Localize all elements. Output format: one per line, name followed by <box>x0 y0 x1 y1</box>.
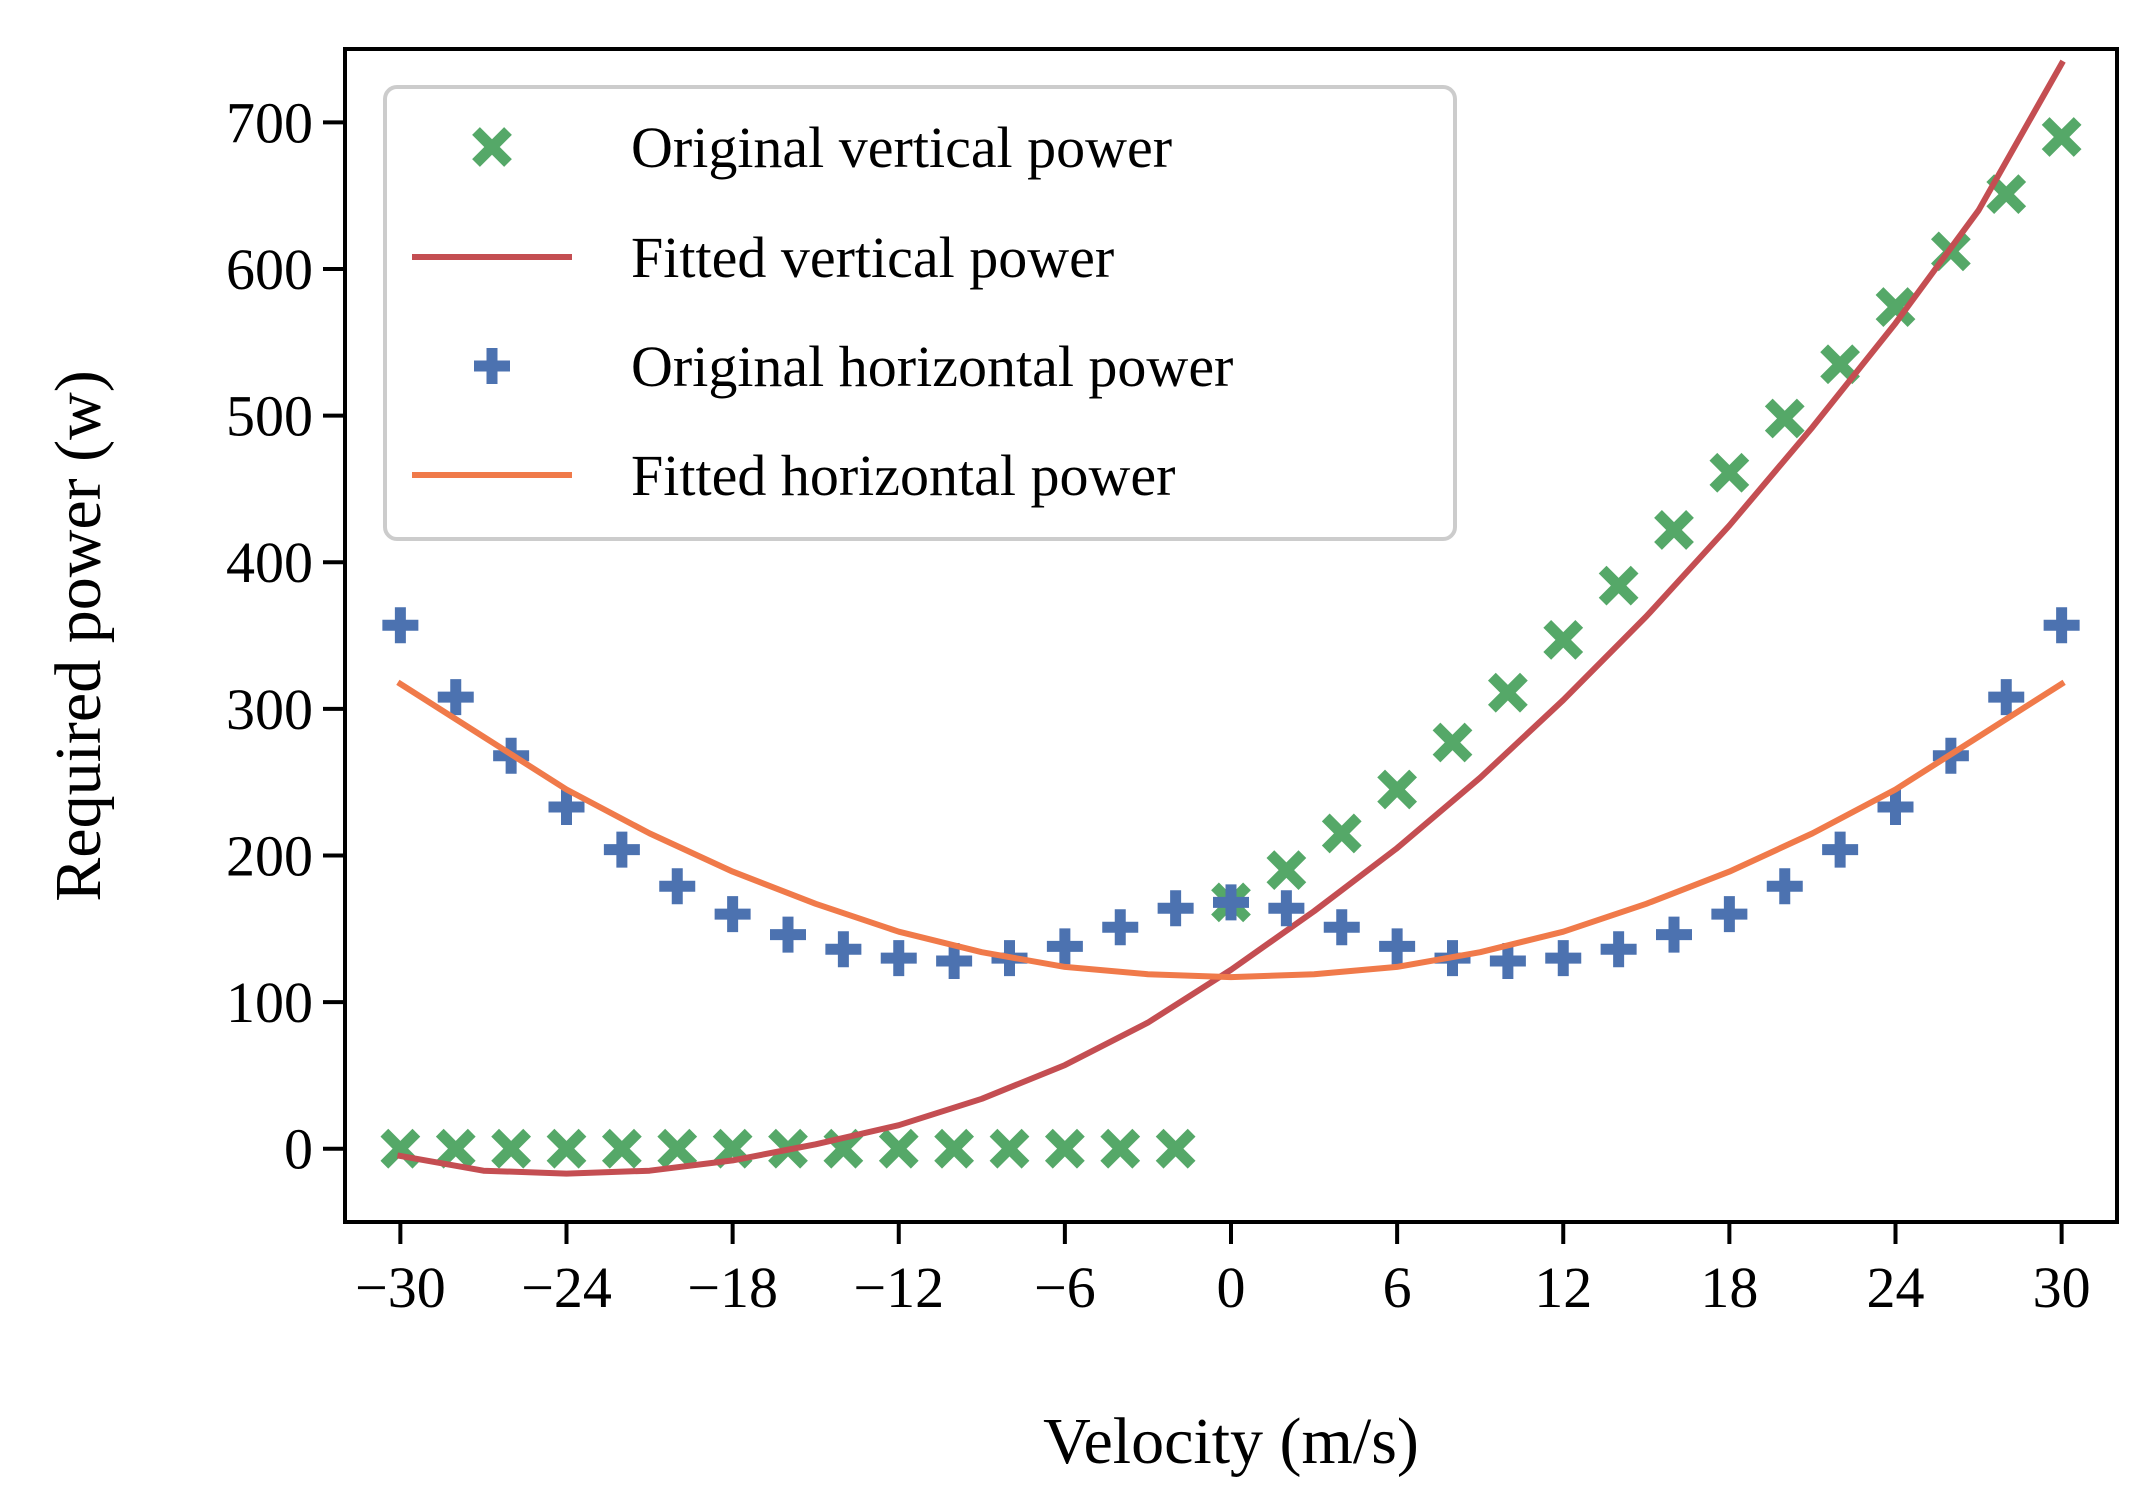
data-point <box>770 916 806 953</box>
data-point <box>659 868 696 905</box>
data-point <box>989 1128 1030 1169</box>
data-point <box>878 1128 919 1169</box>
series-line <box>396 59 2066 1177</box>
data-point <box>1654 510 1694 550</box>
data-point <box>1046 928 1083 965</box>
data-point <box>1875 287 1916 327</box>
data-point <box>1711 896 1748 933</box>
data-point <box>1102 909 1139 946</box>
data-point <box>1764 398 1805 439</box>
data-point <box>1822 831 1859 868</box>
data-point <box>1656 916 1692 953</box>
x-axis-ticks: −30 −24 −18 −12 −6 0 6 12 18 24 30 <box>355 1222 2091 1320</box>
y-axis-ticks: 0 100 200 300 400 500 600 700 <box>226 90 345 1182</box>
legend-label: Original vertical power <box>631 115 1172 180</box>
data-point <box>1100 1128 1141 1169</box>
data-point <box>934 1128 975 1169</box>
y-tick-label: 300 <box>226 677 313 742</box>
series-original-horizontal-power <box>382 607 2080 980</box>
data-point <box>601 1128 642 1169</box>
data-point <box>548 789 585 826</box>
data-point <box>1487 672 1528 713</box>
legend-item: Original horizontal power <box>474 334 1233 399</box>
x-tick-label: −6 <box>1034 1255 1096 1320</box>
legend: Original vertical power Fitted vertical p… <box>383 85 1457 541</box>
series-original-vertical-power <box>380 117 2082 1169</box>
data-point <box>1489 943 1526 980</box>
data-point <box>2043 607 2080 644</box>
data-point <box>1321 813 1362 854</box>
legend-swatch <box>474 348 510 384</box>
data-point <box>880 940 917 977</box>
data-point <box>657 1128 698 1169</box>
data-point <box>1155 1128 1196 1169</box>
data-point <box>435 1128 476 1169</box>
y-tick-label: 500 <box>226 384 313 449</box>
data-point <box>1766 868 1803 905</box>
data-point <box>1598 565 1639 606</box>
data-point <box>1432 722 1473 763</box>
y-tick-label: 0 <box>284 1117 313 1182</box>
series-line <box>396 679 2066 981</box>
data-point <box>1213 884 1249 921</box>
x-tick-label: 6 <box>1383 1255 1412 1320</box>
data-point <box>1379 928 1416 965</box>
x-tick-label: −30 <box>355 1255 446 1320</box>
series-fitted-vertical-power <box>396 59 2066 1177</box>
data-point <box>1044 1128 1085 1169</box>
data-point <box>1157 890 1194 927</box>
data-point <box>825 931 862 968</box>
data-point <box>1600 931 1637 968</box>
x-axis-title: Velocity (m/s) <box>1043 1405 1419 1478</box>
data-point <box>1709 452 1750 493</box>
data-point <box>1266 850 1307 890</box>
data-point <box>546 1128 587 1169</box>
data-point <box>491 1128 532 1169</box>
data-point <box>936 943 973 980</box>
legend-label: Fitted vertical power <box>631 225 1114 290</box>
data-point <box>2041 117 2082 157</box>
data-point <box>1543 620 1584 660</box>
x-tick-label: −12 <box>853 1255 944 1320</box>
legend-item: Fitted horizontal power <box>412 443 1175 508</box>
y-tick-label: 400 <box>226 530 313 595</box>
legend-swatch <box>472 127 512 167</box>
legend-frame <box>383 85 1457 541</box>
x-tick-label: 0 <box>1217 1255 1246 1320</box>
x-tick-label: 12 <box>1534 1255 1592 1320</box>
x-tick-label: 18 <box>1700 1255 1758 1320</box>
x-tick-label: 24 <box>1867 1255 1925 1320</box>
x-tick-label: −18 <box>687 1255 778 1320</box>
data-point <box>382 607 419 644</box>
data-point <box>437 679 474 716</box>
legend-label: Original horizontal power <box>631 334 1233 399</box>
data-point <box>714 896 751 933</box>
legend-item: Fitted vertical power <box>412 225 1114 290</box>
y-tick-label: 700 <box>226 90 313 155</box>
y-tick-label: 100 <box>226 970 313 1035</box>
plot-series-layer <box>380 59 2082 1177</box>
y-tick-label: 600 <box>226 237 313 302</box>
data-point <box>1268 890 1305 927</box>
x-tick-label: −24 <box>521 1255 612 1320</box>
data-point <box>603 831 640 868</box>
y-axis-title: Required power (w) <box>42 370 115 901</box>
data-point <box>1545 940 1582 977</box>
x-tick-label: 30 <box>2033 1255 2091 1320</box>
legend-label: Fitted horizontal power <box>631 443 1175 508</box>
y-tick-label: 200 <box>226 823 313 888</box>
data-point <box>1877 789 1914 826</box>
series-fitted-horizontal-power <box>396 679 2066 981</box>
data-point <box>1323 909 1360 946</box>
data-point <box>1988 679 2025 716</box>
legend-item: Original vertical power <box>472 115 1172 180</box>
data-point <box>1377 769 1418 810</box>
